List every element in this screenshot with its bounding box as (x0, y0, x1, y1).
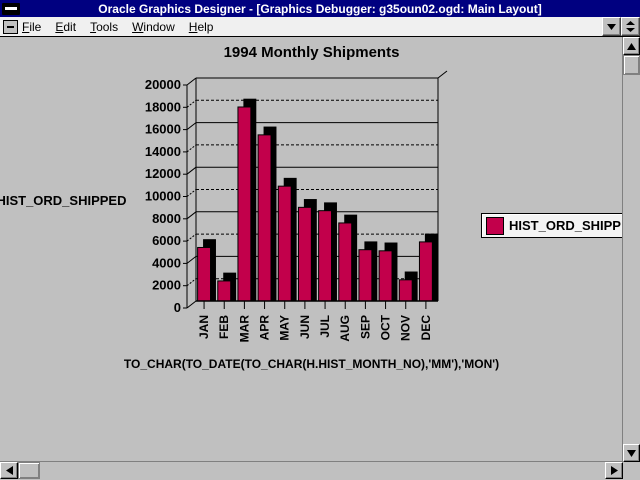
svg-text:JUN: JUN (298, 315, 312, 339)
svg-text:10000: 10000 (145, 189, 181, 204)
svg-text:2000: 2000 (152, 278, 181, 293)
svg-text:FEB: FEB (217, 315, 231, 339)
svg-text:JUL: JUL (318, 315, 332, 338)
svg-text:16000: 16000 (145, 122, 181, 137)
svg-text:NOV: NOV (399, 315, 413, 341)
svg-text:APR: APR (258, 315, 272, 341)
svg-text:14000: 14000 (145, 144, 181, 159)
svg-text:MAY: MAY (278, 315, 292, 341)
svg-text:8000: 8000 (152, 211, 181, 226)
svg-text:MAR: MAR (237, 315, 251, 343)
svg-text:DEC: DEC (419, 315, 433, 341)
svg-text:4000: 4000 (152, 255, 181, 270)
svg-text:AUG: AUG (338, 315, 352, 342)
svg-text:JAN: JAN (197, 315, 211, 339)
svg-text:20000: 20000 (145, 77, 181, 92)
svg-text:0: 0 (174, 300, 181, 315)
svg-text:OCT: OCT (379, 314, 393, 340)
svg-text:6000: 6000 (152, 233, 181, 248)
svg-text:12000: 12000 (145, 166, 181, 181)
svg-text:SEP: SEP (358, 315, 372, 339)
svg-text:18000: 18000 (145, 99, 181, 114)
